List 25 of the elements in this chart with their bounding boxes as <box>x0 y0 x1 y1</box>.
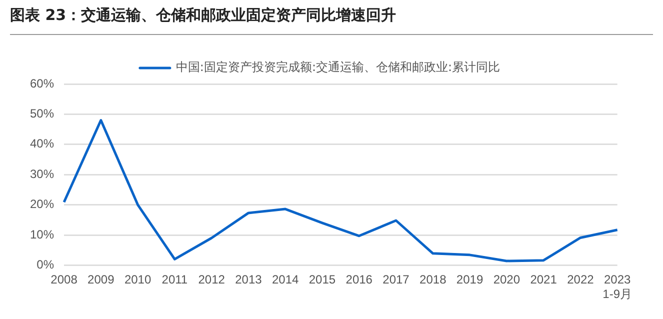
x-tick-label: 2009 <box>88 272 115 287</box>
x-tick-label: 2015 <box>308 272 336 287</box>
x-tick-label: 2018 <box>420 272 447 287</box>
x-tick-label: 2012 <box>198 272 226 287</box>
x-tick-label: 2013 <box>235 272 262 287</box>
x-tick-label: 2020 <box>493 272 520 287</box>
x-tick-label: 2022 <box>567 272 594 287</box>
x-tick-label: 2023 1-9月 <box>602 272 632 302</box>
y-tick-label: 30% <box>30 166 54 181</box>
y-tick-label: 10% <box>30 227 54 242</box>
chart-title: 图表 23：交通运输、仓储和邮政业固定资产同比增速回升 <box>10 6 396 25</box>
y-tick-label: 60% <box>30 76 54 90</box>
y-tick-label: 0% <box>36 258 54 272</box>
x-tick-label: 2014 <box>272 272 300 287</box>
y-tick-label: 50% <box>30 106 54 121</box>
y-tick-label: 20% <box>30 197 54 212</box>
x-tick-label: 2016 <box>346 272 373 287</box>
x-tick-label: 2010 <box>124 272 152 287</box>
x-tick-label: 2019 <box>456 272 484 287</box>
x-tick-label: 2021 <box>530 272 558 287</box>
x-tick-label: 2008 <box>50 272 78 287</box>
y-tick-label: 40% <box>30 136 54 151</box>
legend-label: 中国:固定资产投资完成额:交通运输、仓储和邮政业:累计同比 <box>176 60 500 74</box>
x-tick-label: 2017 <box>382 272 410 287</box>
x-tick-label: 2011 <box>162 272 188 287</box>
